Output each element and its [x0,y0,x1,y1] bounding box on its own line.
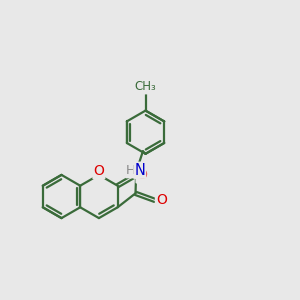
Text: O: O [94,164,104,178]
Text: O: O [136,168,147,182]
Text: H: H [126,164,136,177]
Text: O: O [156,194,167,207]
Text: CH₃: CH₃ [135,80,156,94]
Text: N: N [134,163,145,178]
